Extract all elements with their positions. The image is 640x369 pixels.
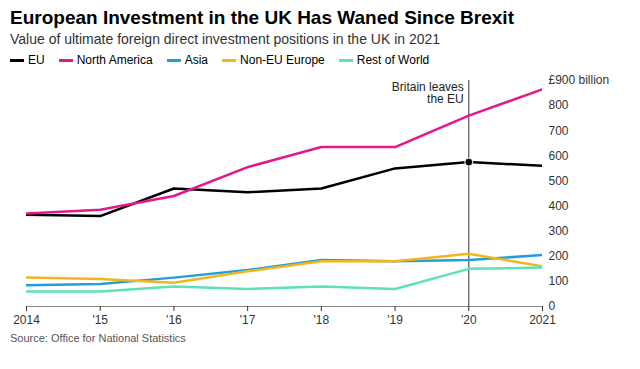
svg-text:300: 300	[549, 224, 569, 238]
svg-text:500: 500	[549, 174, 569, 188]
svg-text:'19: '19	[387, 313, 403, 327]
html-text:Asia: Asia	[184, 53, 208, 67]
html-text:EU: EU	[28, 53, 45, 67]
html-text:Non-EU Europe: Non-EU Europe	[240, 53, 325, 67]
svg-text:200: 200	[549, 249, 569, 263]
svg-text:2021: 2021	[529, 313, 556, 327]
svg-text:100: 100	[549, 274, 569, 288]
html-text:European Investment in the UK: European Investment in the UK Has Waned …	[10, 7, 514, 28]
svg-text:'18: '18	[314, 313, 330, 327]
html-text:North America: North America	[76, 53, 153, 67]
svg-text:'20: '20	[461, 313, 477, 327]
svg-text:'16: '16	[166, 313, 182, 327]
svg-text:700: 700	[549, 124, 569, 138]
svg-text:400: 400	[549, 199, 569, 213]
svg-text:600: 600	[549, 149, 569, 163]
html-text:Value of ultimate foreign dire: Value of ultimate foreign direct investm…	[10, 31, 441, 47]
svg-text:£900 billion: £900 billion	[549, 73, 610, 87]
html-text:Rest of World: Rest of World	[356, 53, 430, 67]
html-text:Source: Office for National St: Source: Office for National Statistics	[10, 332, 186, 344]
svg-text:'17: '17	[240, 313, 256, 327]
svg-text:Britain leavesthe EU: Britain leavesthe EU	[392, 80, 464, 106]
svg-text:0: 0	[549, 299, 556, 313]
svg-text:'15: '15	[92, 313, 108, 327]
svg-text:2014: 2014	[13, 313, 40, 327]
svg-text:800: 800	[549, 98, 569, 112]
